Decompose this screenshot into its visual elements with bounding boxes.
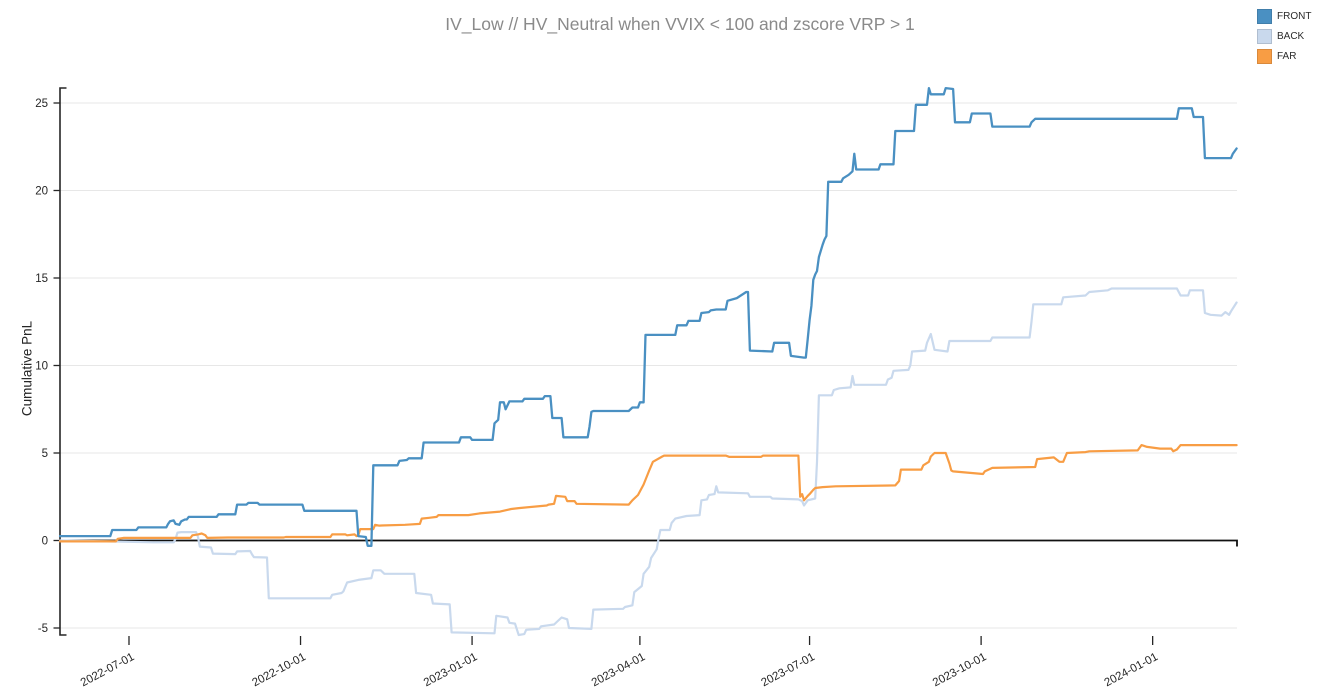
chart-title: IV_Low // HV_Neutral when VVIX < 100 and… bbox=[445, 14, 915, 34]
y-tick-label: 10 bbox=[35, 361, 48, 373]
y-tick-label: 25 bbox=[35, 98, 48, 110]
zero-line bbox=[59, 539, 1238, 547]
series-line-back bbox=[58, 287, 1238, 637]
legend-swatch-far bbox=[1257, 49, 1272, 64]
y-axis-label: Cumulative PnL bbox=[19, 320, 35, 417]
legend-label: BACK bbox=[1277, 31, 1305, 42]
x-tick-label: 2023-01-01 bbox=[422, 651, 480, 689]
x-tick-label: 2022-07-01 bbox=[79, 651, 137, 689]
legend-label: FRONT bbox=[1277, 11, 1312, 22]
legend-item-back: BACK bbox=[1257, 29, 1311, 44]
y-tick-label: -5 bbox=[38, 623, 48, 635]
y-tick-label: 20 bbox=[35, 186, 48, 198]
x-tick-label: 2023-10-01 bbox=[931, 651, 989, 689]
x-tick-label: 2023-04-01 bbox=[590, 651, 648, 689]
x-tick-label: 2022-10-01 bbox=[250, 651, 308, 689]
y-tick-label: 5 bbox=[42, 448, 48, 460]
legend-swatch-front bbox=[1257, 9, 1272, 24]
legend-swatch-back bbox=[1257, 29, 1272, 44]
x-tick-label: 2024-01-01 bbox=[1102, 651, 1160, 689]
legend-item-front: FRONT bbox=[1257, 9, 1311, 24]
legend: FRONT BACK FAR bbox=[1257, 9, 1311, 69]
legend-label: FAR bbox=[1277, 51, 1297, 62]
series-line-far bbox=[58, 444, 1238, 543]
y-axis-spine bbox=[59, 87, 67, 636]
y-tick-label: 0 bbox=[42, 536, 48, 548]
y-tick-label: 15 bbox=[35, 273, 48, 285]
series-line-front bbox=[58, 86, 1238, 547]
legend-item-far: FAR bbox=[1257, 49, 1311, 64]
x-tick-label: 2023-07-01 bbox=[759, 651, 817, 689]
